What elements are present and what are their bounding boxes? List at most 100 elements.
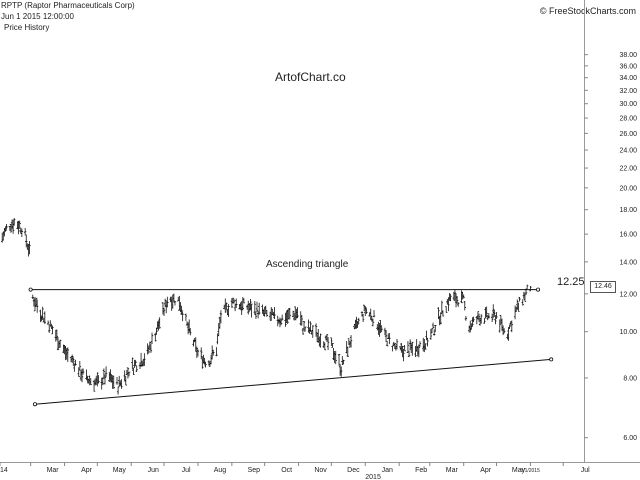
ohlc-bar bbox=[291, 310, 295, 318]
ohlc-bar bbox=[154, 332, 157, 342]
ohlc-bar bbox=[242, 298, 246, 304]
ohlc-bar bbox=[5, 224, 8, 230]
ohlc-bar bbox=[180, 305, 183, 315]
ohlc-bar bbox=[104, 366, 108, 377]
ohlc-bar bbox=[66, 347, 70, 362]
ohlc-bar bbox=[150, 332, 154, 345]
ohlc-bar bbox=[471, 317, 474, 327]
ohlc-bar bbox=[361, 313, 365, 323]
x-tick-label: Dec bbox=[347, 467, 360, 474]
support-start-handle bbox=[32, 402, 37, 407]
ohlc-bar bbox=[477, 313, 481, 322]
ohlc-bar bbox=[23, 227, 27, 236]
x-tick-label: Nov bbox=[314, 467, 327, 474]
y-tick-label: 8.00 bbox=[623, 375, 637, 382]
copyright-label: © FreeStockCharts.com bbox=[539, 6, 636, 16]
ohlc-bar bbox=[485, 306, 488, 318]
ohlc-bar bbox=[300, 315, 304, 326]
x-tick-label: Jun bbox=[148, 467, 159, 474]
ohlc-bar bbox=[219, 310, 223, 324]
ohlc-bar bbox=[11, 219, 15, 234]
x-tick-label: Apr bbox=[480, 467, 492, 474]
ohlc-bar bbox=[340, 366, 343, 377]
x-tick-label: Jan bbox=[382, 467, 393, 474]
ohlc-bar bbox=[18, 220, 21, 229]
ohlc-bar bbox=[464, 315, 468, 321]
ohlc-bar bbox=[418, 341, 422, 347]
ohlc-bar bbox=[294, 306, 297, 321]
ohlc-bar bbox=[173, 301, 177, 306]
ohlc-bar bbox=[215, 347, 218, 357]
ohlc-bar bbox=[498, 319, 501, 333]
ohlc-bar bbox=[479, 314, 483, 324]
ohlc-bar bbox=[134, 360, 137, 367]
ohlc-bar bbox=[472, 316, 475, 323]
ohlc-bar bbox=[326, 337, 330, 351]
ohlc-bar bbox=[81, 368, 85, 375]
ohlc-bar bbox=[89, 378, 92, 385]
ohlc-bar bbox=[494, 315, 497, 325]
last-date-label: 6/1/2015 bbox=[520, 468, 540, 474]
ohlc-bar bbox=[301, 327, 305, 335]
ohlc-bar bbox=[166, 296, 169, 308]
ohlc-bar bbox=[257, 302, 261, 315]
ohlc-bar bbox=[408, 339, 412, 351]
y-tick-label: 6.00 bbox=[623, 435, 637, 442]
ohlc-bar bbox=[34, 297, 38, 307]
ohlc-bar bbox=[402, 348, 405, 362]
x-tick-label: Aug bbox=[214, 467, 227, 474]
ohlc-bar bbox=[288, 307, 292, 320]
ohlc-bar bbox=[46, 320, 50, 326]
ohlc-bar bbox=[9, 223, 13, 233]
target-price-label: 12.25 bbox=[557, 276, 585, 288]
ohlc-bar bbox=[51, 325, 54, 335]
ohlc-bar bbox=[510, 320, 514, 333]
ohlc-bar bbox=[265, 309, 269, 317]
ohlc-bar bbox=[143, 353, 146, 366]
ohlc-bar bbox=[430, 328, 434, 334]
ohlc-bar bbox=[490, 313, 494, 322]
ohlc-bar bbox=[462, 294, 465, 299]
ohlc-bar bbox=[493, 309, 496, 317]
ohlc-bar bbox=[70, 354, 74, 363]
ohlc-bar bbox=[517, 302, 520, 312]
ohlc-bar bbox=[103, 374, 107, 385]
x-tick-label: Feb bbox=[415, 467, 427, 474]
ohlc-bar bbox=[31, 294, 35, 299]
ohlc-bar bbox=[523, 292, 527, 302]
ohlc-bar bbox=[273, 306, 276, 319]
ohlc-bar bbox=[131, 357, 134, 370]
chart-datetime: Jun 1 2015 12:00:00 bbox=[1, 12, 74, 21]
x-tick-label: 14 bbox=[0, 467, 8, 474]
ohlc-bar bbox=[227, 304, 230, 318]
ohlc-bar bbox=[319, 333, 322, 348]
ohlc-bar bbox=[346, 346, 349, 357]
ohlc-bar bbox=[529, 286, 532, 292]
y-tick-label: 24.00 bbox=[619, 148, 637, 155]
x-tick-label: Mar bbox=[446, 467, 459, 474]
x-tick-label: Jul bbox=[182, 467, 191, 474]
last-price-badge: 12.46 bbox=[590, 281, 616, 293]
ohlc-bar bbox=[449, 293, 452, 302]
ohlc-bar bbox=[127, 371, 131, 377]
ohlc-bar bbox=[314, 323, 318, 337]
pattern-label: Ascending triangle bbox=[266, 259, 349, 270]
ohlc-bar bbox=[250, 303, 253, 318]
ohlc-bar bbox=[101, 377, 105, 386]
ohlc-bar bbox=[388, 333, 391, 345]
ohlc-bar bbox=[116, 386, 120, 395]
y-tick-label: 10.00 bbox=[619, 329, 637, 336]
ohlc-bar bbox=[147, 346, 150, 354]
ohlc-bar bbox=[469, 320, 472, 333]
y-tick-label: 34.00 bbox=[619, 75, 637, 82]
ohlc-bar bbox=[391, 345, 394, 352]
ohlc-bar bbox=[77, 367, 80, 378]
ohlc-bar bbox=[102, 368, 106, 380]
x-tick-label: Jul bbox=[581, 467, 590, 474]
ohlc-bar bbox=[78, 360, 82, 371]
ohlc-bar bbox=[135, 365, 138, 372]
ohlc-bar bbox=[325, 334, 329, 342]
ohlc-bar bbox=[431, 322, 435, 329]
ohlc-bar bbox=[115, 377, 119, 385]
ohlc-bar bbox=[487, 312, 491, 319]
